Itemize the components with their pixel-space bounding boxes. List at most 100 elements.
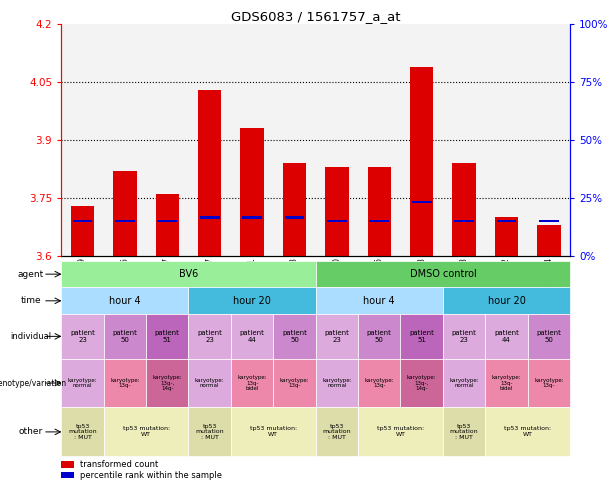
Bar: [146, 358, 189, 408]
Bar: [273, 314, 316, 358]
Text: karyotype:
13q-: karyotype: 13q-: [110, 378, 140, 388]
Text: hour 20: hour 20: [487, 296, 525, 306]
Text: karyotype:
13q-,
14q-: karyotype: 13q-, 14q-: [407, 375, 436, 391]
Bar: [61, 314, 104, 358]
Bar: [443, 24, 485, 256]
Bar: [368, 167, 391, 256]
Text: patient
23: patient 23: [70, 330, 95, 343]
Bar: [485, 24, 528, 256]
Text: time: time: [20, 296, 41, 305]
Text: karyotype:
normal: karyotype: normal: [67, 378, 97, 388]
Bar: [189, 287, 316, 314]
Text: patient
50: patient 50: [112, 330, 137, 343]
Bar: [104, 358, 146, 408]
Bar: [198, 90, 221, 256]
Text: genotype/variation: genotype/variation: [0, 379, 67, 387]
Bar: [61, 472, 74, 478]
Text: karyotype:
13q-
bidel: karyotype: 13q- bidel: [492, 375, 521, 391]
Bar: [273, 358, 316, 408]
Text: patient
50: patient 50: [282, 330, 307, 343]
Bar: [316, 408, 358, 456]
Bar: [316, 314, 358, 358]
Bar: [528, 24, 570, 256]
Bar: [158, 220, 177, 222]
Text: transformed count: transformed count: [80, 460, 158, 469]
Text: patient
51: patient 51: [409, 330, 434, 343]
Text: patient
23: patient 23: [324, 330, 349, 343]
Bar: [273, 24, 316, 256]
Bar: [231, 408, 316, 456]
Text: tp53 mutation:
WT: tp53 mutation: WT: [249, 426, 297, 437]
Bar: [316, 287, 443, 314]
Bar: [284, 216, 305, 218]
Bar: [156, 194, 179, 256]
Bar: [358, 24, 400, 256]
Bar: [400, 314, 443, 358]
Bar: [316, 261, 570, 287]
Text: BV6: BV6: [179, 269, 198, 279]
Bar: [370, 220, 389, 222]
Bar: [61, 461, 74, 468]
Bar: [485, 358, 528, 408]
Bar: [539, 220, 559, 222]
Text: patient
50: patient 50: [536, 330, 562, 343]
Text: patient
51: patient 51: [155, 330, 180, 343]
Bar: [443, 358, 485, 408]
Bar: [537, 225, 560, 256]
Bar: [71, 206, 94, 256]
Bar: [104, 408, 189, 456]
Text: karyotype:
normal: karyotype: normal: [449, 378, 479, 388]
Bar: [316, 358, 358, 408]
Bar: [240, 128, 264, 256]
Text: patient
44: patient 44: [240, 330, 265, 343]
Bar: [61, 408, 104, 456]
Bar: [400, 24, 443, 256]
Bar: [400, 358, 443, 408]
Bar: [528, 358, 570, 408]
Bar: [528, 314, 570, 358]
Bar: [454, 220, 474, 222]
Text: DMSO control: DMSO control: [409, 269, 476, 279]
Bar: [113, 171, 137, 256]
Text: karyotype:
13q-
bidel: karyotype: 13q- bidel: [237, 375, 267, 391]
Text: individual: individual: [10, 332, 51, 341]
Title: GDS6083 / 1561757_a_at: GDS6083 / 1561757_a_at: [231, 10, 400, 23]
Text: karyotype:
normal: karyotype: normal: [322, 378, 352, 388]
Bar: [410, 67, 433, 256]
Bar: [61, 287, 189, 314]
Text: karyotype:
13q-,
14q-: karyotype: 13q-, 14q-: [153, 375, 182, 391]
Text: percentile rank within the sample: percentile rank within the sample: [80, 470, 222, 480]
Bar: [104, 314, 146, 358]
Bar: [358, 408, 443, 456]
Bar: [283, 163, 306, 256]
Text: tp53 mutation:
WT: tp53 mutation: WT: [504, 426, 551, 437]
Bar: [316, 24, 358, 256]
Bar: [189, 24, 231, 256]
Bar: [72, 220, 93, 222]
Bar: [412, 201, 432, 203]
Bar: [61, 261, 316, 287]
Bar: [231, 24, 273, 256]
Bar: [146, 314, 189, 358]
Bar: [485, 408, 570, 456]
Bar: [115, 220, 135, 222]
Bar: [495, 217, 518, 256]
Text: tp53 mutation:
WT: tp53 mutation: WT: [123, 426, 170, 437]
Text: hour 4: hour 4: [109, 296, 141, 306]
Text: tp53 mutation:
WT: tp53 mutation: WT: [377, 426, 424, 437]
Bar: [231, 314, 273, 358]
Text: tp53
mutation
: MUT: tp53 mutation : MUT: [322, 424, 351, 440]
Text: agent: agent: [18, 270, 44, 279]
Text: hour 20: hour 20: [233, 296, 271, 306]
Text: karyotype:
normal: karyotype: normal: [195, 378, 224, 388]
Bar: [443, 287, 570, 314]
Bar: [443, 408, 485, 456]
Bar: [189, 358, 231, 408]
Text: karyotype:
13q-: karyotype: 13q-: [534, 378, 564, 388]
Bar: [327, 220, 347, 222]
Text: other: other: [18, 427, 43, 437]
Text: karyotype:
13q-: karyotype: 13q-: [365, 378, 394, 388]
Text: hour 4: hour 4: [364, 296, 395, 306]
Bar: [452, 163, 476, 256]
Text: karyotype:
13q-: karyotype: 13q-: [280, 378, 310, 388]
